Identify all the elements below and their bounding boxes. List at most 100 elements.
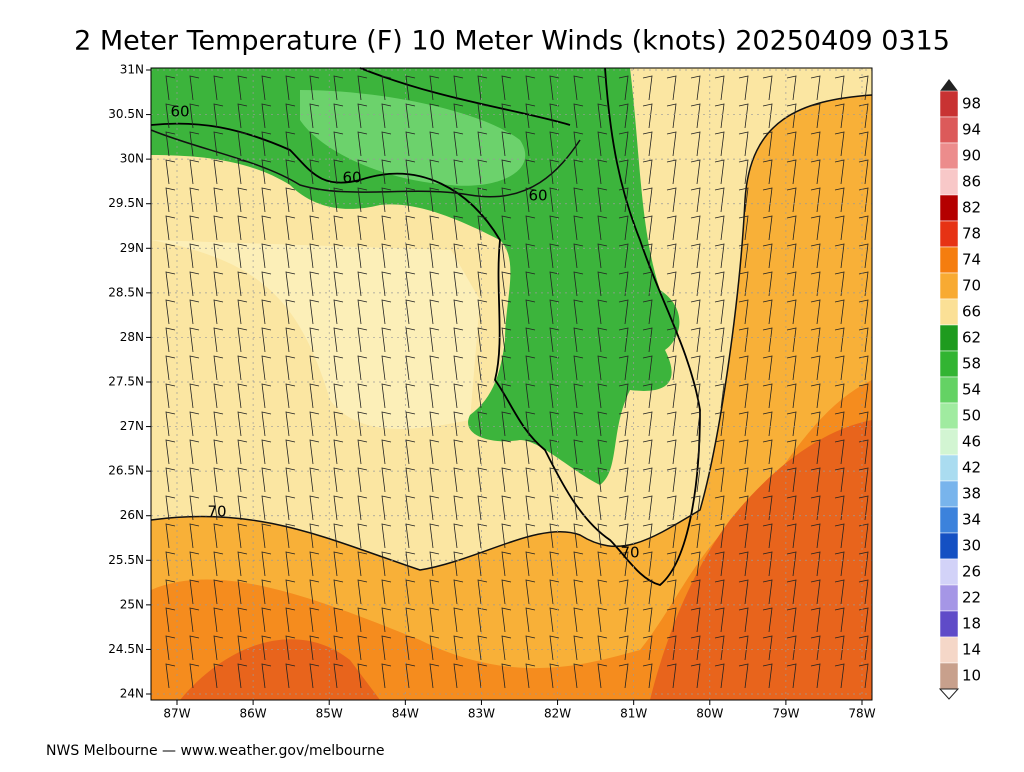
wind-barb <box>405 243 416 269</box>
wind-barb <box>834 383 845 409</box>
wind-barb <box>381 467 392 493</box>
wind-barb <box>642 523 653 549</box>
wind-barb <box>762 243 773 269</box>
wind-barb <box>834 75 845 101</box>
wind-barb <box>810 383 821 409</box>
lat-label: 26.5N <box>108 464 144 478</box>
colorbar-swatch <box>939 428 959 456</box>
wind-barb <box>213 327 224 353</box>
wind-barb <box>573 75 584 101</box>
wind-barb <box>858 663 869 689</box>
wind-barb <box>549 663 560 689</box>
wind-barb <box>309 327 320 353</box>
wind-barb <box>618 607 629 633</box>
wind-barb <box>810 635 821 661</box>
wind-barb <box>477 327 488 353</box>
wind-barb <box>477 215 488 241</box>
wind-barb <box>834 355 845 381</box>
colorbar-label: 70 <box>962 277 981 295</box>
wind-barb <box>333 355 344 381</box>
wind-barb <box>453 159 464 185</box>
wind-barb <box>810 271 821 297</box>
wind-barb <box>501 327 512 353</box>
wind-barb <box>858 383 869 409</box>
wind-barb <box>690 327 701 353</box>
wind-barb <box>642 635 653 661</box>
wind-barb <box>429 327 440 353</box>
colorbar-label: 58 <box>962 355 981 373</box>
wind-barb <box>573 131 584 157</box>
wind-barb <box>597 467 608 493</box>
wind-barb <box>309 243 320 269</box>
wind-barb <box>597 187 608 213</box>
wind-barb <box>573 411 584 437</box>
lon-label: 83W <box>468 707 495 721</box>
wind-barb <box>405 467 416 493</box>
wind-barb <box>690 439 701 465</box>
wind-barb <box>501 215 512 241</box>
wind-barb <box>762 327 773 353</box>
wind-barb <box>309 159 320 185</box>
wind-barb <box>858 75 869 101</box>
wind-barb <box>237 131 248 157</box>
wind-barb <box>189 411 200 437</box>
wind-barb <box>549 579 560 605</box>
wind-barb <box>714 495 725 521</box>
wind-barb <box>549 523 560 549</box>
wind-barb <box>213 663 224 689</box>
wind-barb <box>261 383 272 409</box>
wind-barb <box>189 439 200 465</box>
wind-barb <box>858 299 869 325</box>
colorbar-arrow <box>940 79 958 91</box>
wind-barb <box>261 159 272 185</box>
wind-barb <box>309 383 320 409</box>
wind-barb <box>525 495 536 521</box>
wind-barb <box>261 271 272 297</box>
wind-barb <box>810 215 821 241</box>
wind-barb <box>525 243 536 269</box>
wind-barb <box>285 271 296 297</box>
wind-barb <box>573 439 584 465</box>
wind-barb <box>858 243 869 269</box>
wind-barb <box>618 495 629 521</box>
wind-barb <box>786 551 797 577</box>
contour-label: 60 <box>528 187 547 205</box>
wind-barb <box>690 383 701 409</box>
wind-barb <box>597 103 608 129</box>
wind-barb <box>165 383 176 409</box>
wind-barb <box>189 579 200 605</box>
wind-barb <box>618 467 629 493</box>
lon-label: 81W <box>620 707 647 721</box>
wind-barb <box>810 495 821 521</box>
wind-barb <box>285 327 296 353</box>
wind-barb <box>525 299 536 325</box>
wind-barb <box>309 271 320 297</box>
wind-barb <box>189 159 200 185</box>
wind-barb <box>405 355 416 381</box>
wind-barb <box>690 75 701 101</box>
wind-barb <box>549 215 560 241</box>
wind-barb <box>429 551 440 577</box>
wind-barb <box>738 243 749 269</box>
lon-label: 86W <box>240 707 267 721</box>
wind-barb <box>618 663 629 689</box>
wind-barb <box>405 663 416 689</box>
wind-barb <box>810 355 821 381</box>
wind-barb <box>285 635 296 661</box>
wind-barb <box>738 607 749 633</box>
wind-barb <box>381 159 392 185</box>
wind-barb <box>357 383 368 409</box>
wind-barb <box>738 495 749 521</box>
wind-barb <box>429 579 440 605</box>
wind-barb <box>573 495 584 521</box>
wind-barb <box>714 243 725 269</box>
wind-barb <box>285 299 296 325</box>
colorbar-label: 50 <box>962 407 981 425</box>
wind-barb <box>189 215 200 241</box>
wind-barb <box>549 551 560 577</box>
wind-barb <box>573 103 584 129</box>
wind-barb <box>597 299 608 325</box>
wind-barb <box>573 327 584 353</box>
wind-barb <box>237 215 248 241</box>
wind-barb <box>477 495 488 521</box>
